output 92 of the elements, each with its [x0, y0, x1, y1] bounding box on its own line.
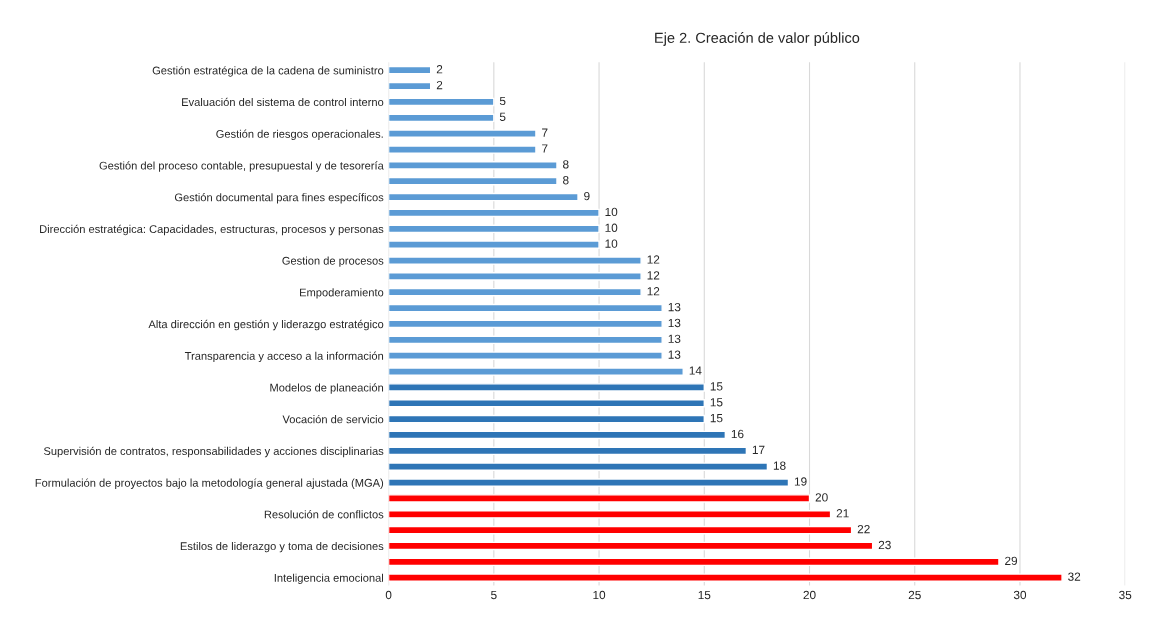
x-tick-label: 0: [385, 590, 392, 600]
y-tick-label: Modelos de planeación: [270, 383, 384, 394]
bar: [388, 462, 769, 471]
data-label: 13: [668, 302, 681, 312]
bar: [388, 192, 579, 202]
bar: [388, 557, 1000, 567]
data-label: 18: [773, 461, 786, 470]
data-label: 2: [436, 80, 443, 90]
data-label: 13: [668, 318, 681, 328]
data-label: 10: [605, 239, 618, 248]
bar: [388, 208, 600, 218]
data-label: 23: [878, 540, 891, 550]
data-label: 2: [436, 65, 443, 74]
y-tick-label: Estilos de liderazgo y toma de decisiones: [180, 541, 384, 553]
data-label: 10: [605, 207, 618, 217]
x-tick-label: 10: [593, 590, 606, 600]
bar: [388, 335, 663, 345]
y-tick-label: Evaluación del sistema de control interno: [182, 97, 384, 107]
bar: [388, 272, 642, 281]
data-label: 16: [731, 429, 744, 439]
bar: [388, 573, 1063, 582]
y-tick-label: Transparencia y acceso a la información: [184, 351, 384, 363]
bar: [388, 97, 495, 107]
y-tick-label: Resolución de conflictos: [264, 510, 384, 519]
y-tick-label: Vocación de servicio: [282, 414, 384, 424]
y-tick-label: Inteligencia emocional: [274, 573, 383, 585]
data-label: 19: [794, 477, 807, 486]
bar: [388, 303, 663, 313]
data-label: 32: [1068, 572, 1081, 581]
x-tick-label: 5: [491, 590, 497, 600]
data-label: 7: [542, 144, 548, 153]
data-label: 17: [752, 445, 765, 454]
data-label: 12: [647, 255, 660, 264]
data-label: 12: [647, 271, 660, 280]
bar: [388, 367, 684, 376]
bar: [388, 113, 495, 123]
bar: [388, 176, 558, 186]
y-tick-label: Gestión del proceso contable, presupuestal y de tesorería: [99, 161, 384, 172]
data-label: 8: [563, 160, 569, 169]
bar: [388, 256, 642, 265]
chart-title: Eje 2. Creación de valor público: [655, 32, 860, 46]
bar: [388, 129, 537, 138]
y-tick-label: Gestión de riesgos operacionales.: [216, 129, 383, 141]
x-tick-label: 20: [803, 590, 816, 600]
data-label: 12: [647, 287, 660, 296]
bar: [388, 351, 663, 360]
data-label: 10: [605, 223, 618, 232]
bar: [388, 287, 642, 297]
bar: [388, 494, 811, 503]
y-tick-label: Alta dirección en gestión y liderazgo estratégico: [148, 319, 384, 331]
data-label: 13: [668, 350, 681, 359]
bar: [388, 319, 663, 329]
bar: [388, 478, 790, 487]
data-label: 20: [815, 493, 828, 502]
y-tick-label: Gestion de procesos: [282, 256, 384, 267]
bar: [388, 414, 705, 424]
bar: [388, 161, 558, 170]
y-tick-label: Empoderamiento: [300, 288, 384, 299]
bar: [388, 446, 748, 456]
bar: [388, 81, 432, 91]
data-label: 14: [689, 366, 702, 375]
bar: [388, 525, 853, 535]
bar: [388, 383, 705, 392]
data-label: 5: [499, 112, 506, 121]
bar: [388, 145, 537, 154]
x-tick-label: 35: [1119, 590, 1132, 600]
data-label: 15: [710, 398, 723, 407]
y-tick-label: Gestión estratégica de la cadena de suministro: [152, 66, 384, 77]
bar: [388, 509, 832, 519]
data-label: 9: [584, 191, 590, 201]
bar: [388, 224, 600, 234]
bar: [388, 65, 432, 75]
data-label: 21: [836, 509, 849, 518]
y-tick-label: Supervisión de contratos, responsabilidades y acciones disciplinarias: [43, 446, 384, 458]
x-tick-label: 30: [1013, 590, 1027, 600]
data-label: 29: [1005, 556, 1018, 565]
data-label: 22: [857, 524, 870, 534]
y-tick-label: Dirección estratégica: Capacidades, estructuras, procesos y personas: [40, 224, 384, 236]
data-label: 13: [668, 334, 681, 343]
data-label: 5: [499, 96, 506, 106]
x-tick-label: 25: [908, 590, 921, 600]
bar: [388, 541, 874, 551]
data-label: 15: [710, 414, 723, 423]
data-label: 15: [710, 382, 723, 391]
x-tick-label: 15: [698, 590, 711, 600]
bar: [388, 430, 727, 440]
bar: [388, 398, 705, 408]
y-tick-label: Gestión documental para fines específicos: [174, 193, 384, 204]
y-tick-label: Formulación de proyectos bajo la metodología general ajustada (MGA): [35, 478, 384, 489]
data-label: 7: [542, 128, 548, 137]
bar: [388, 240, 600, 249]
data-label: 8: [563, 176, 569, 185]
